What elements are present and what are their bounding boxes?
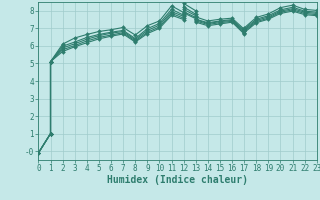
- X-axis label: Humidex (Indice chaleur): Humidex (Indice chaleur): [107, 175, 248, 185]
